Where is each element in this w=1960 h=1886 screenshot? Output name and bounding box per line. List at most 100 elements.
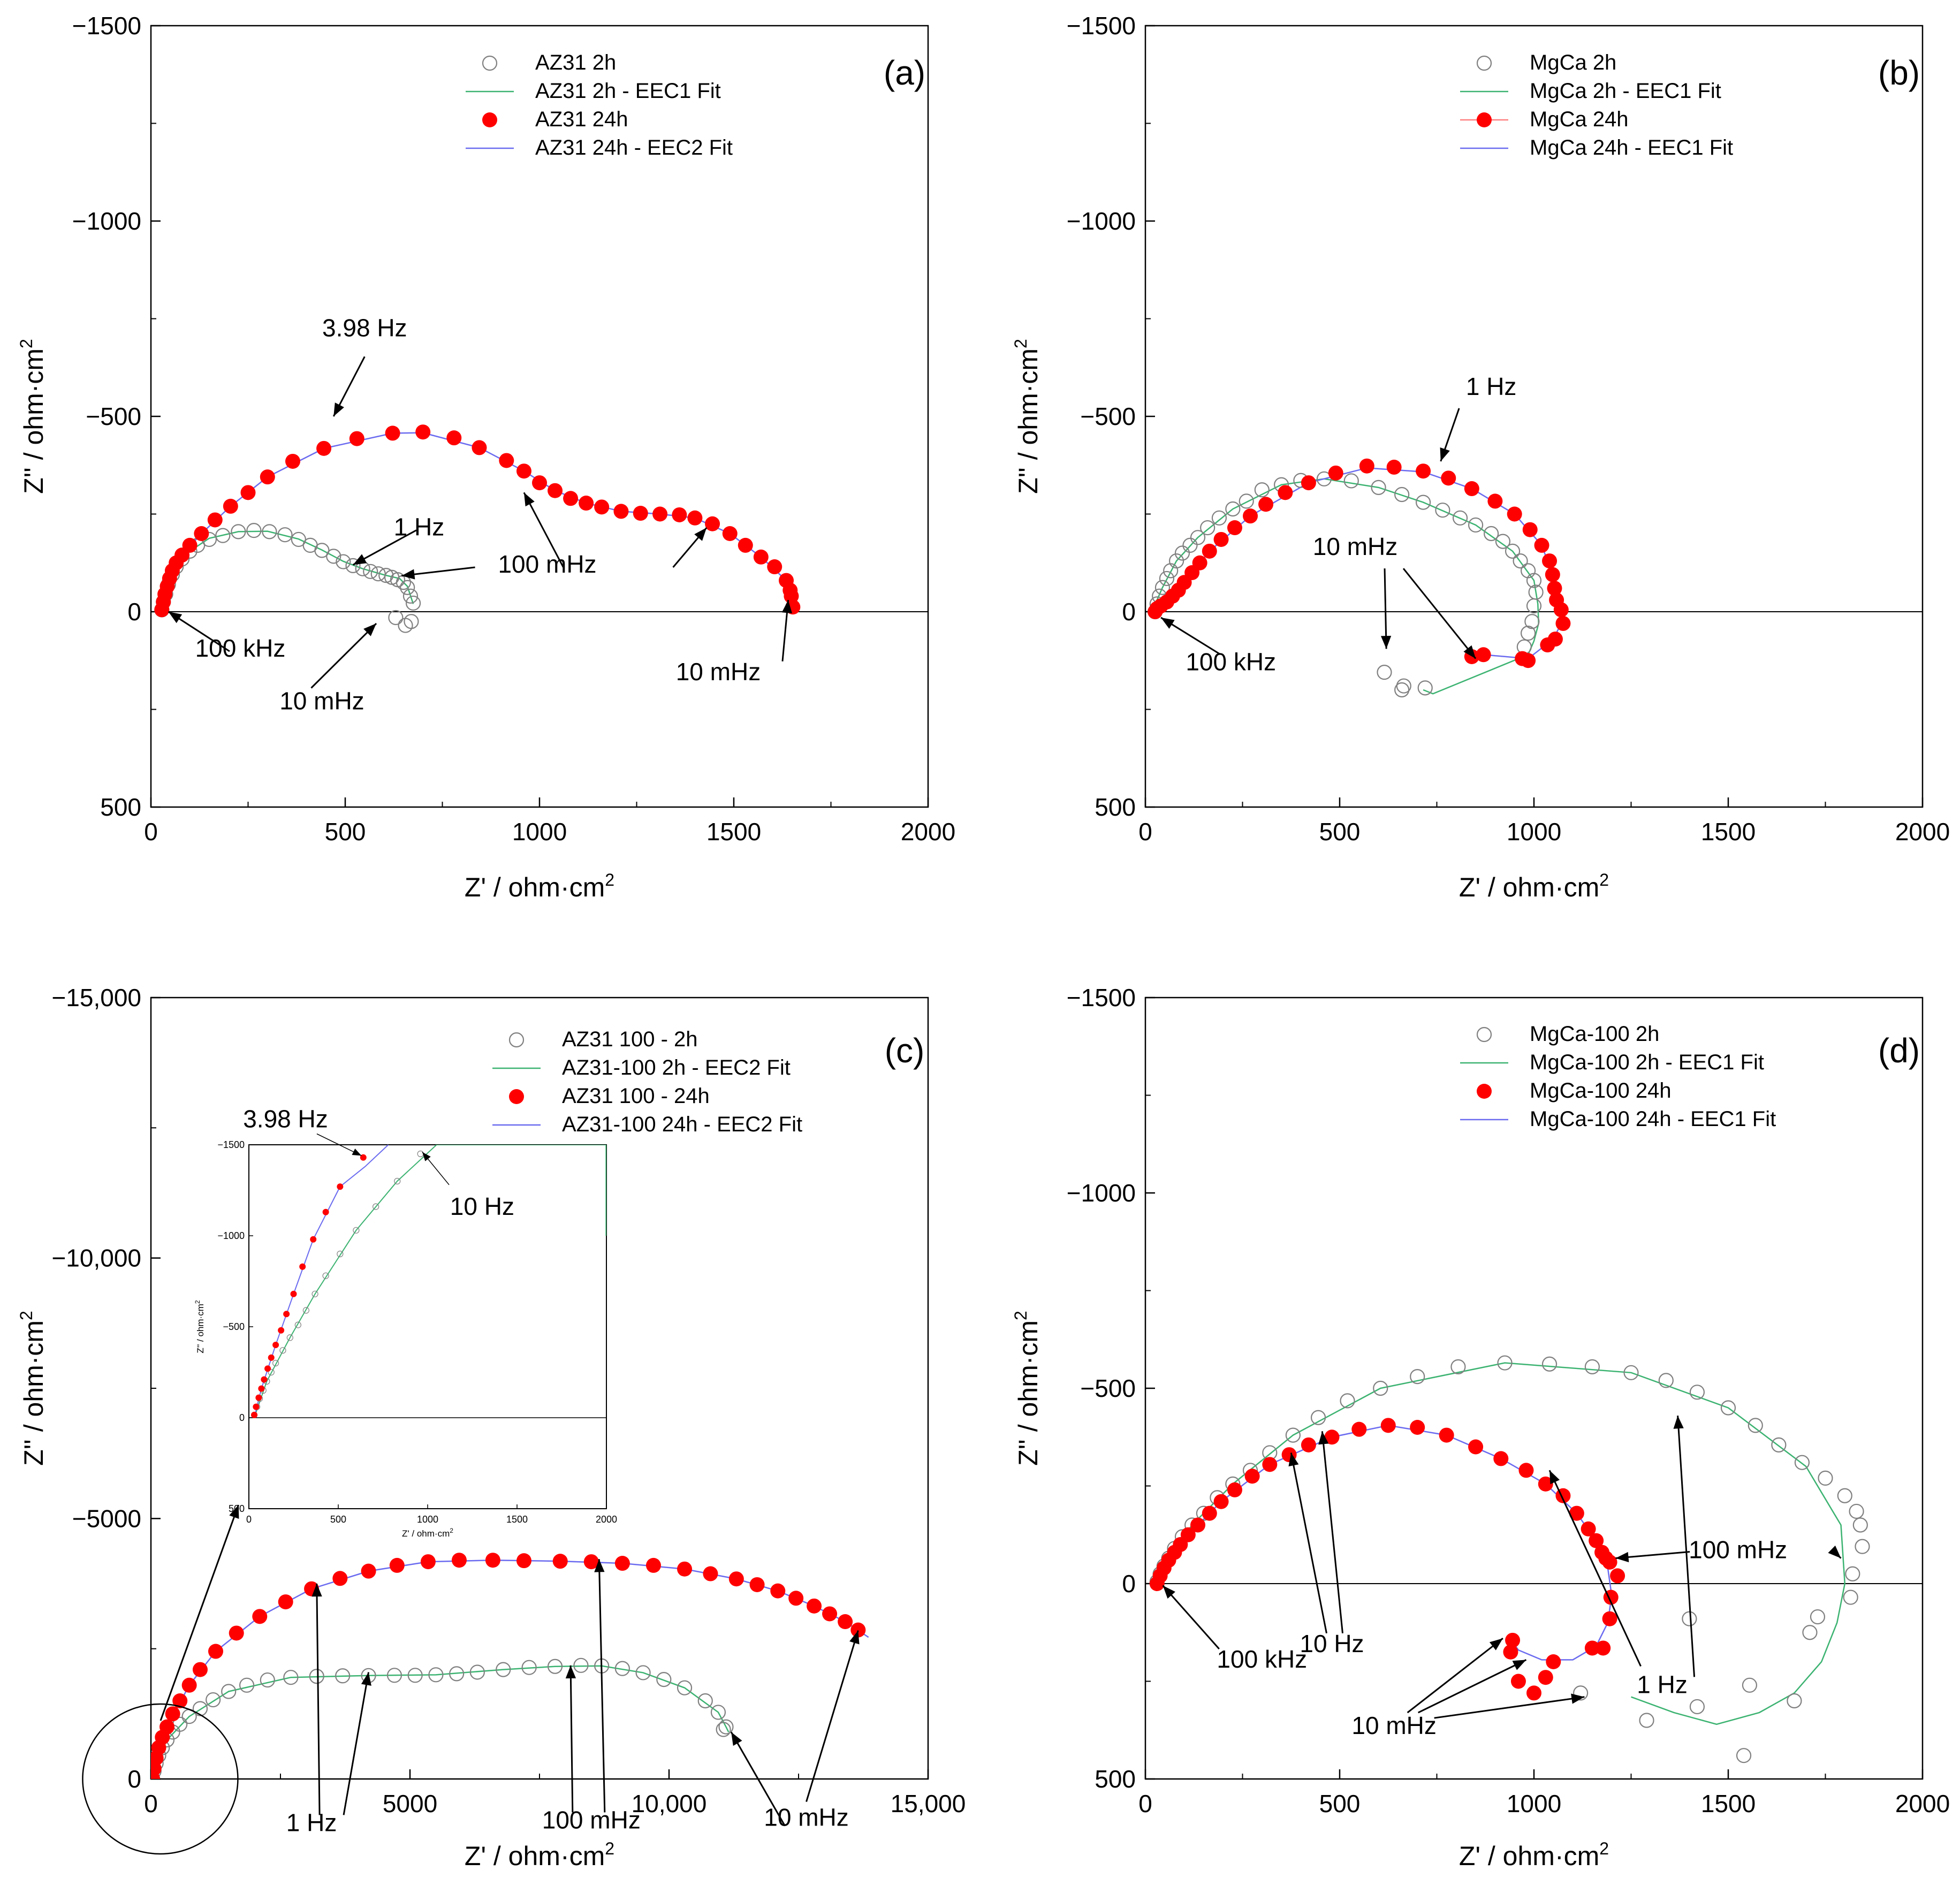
legend: MgCa 2h MgCa 2h - EEC1 Fit MgCa 24h MgCa 24… [1460, 51, 1733, 159]
x-tick-label: 1500 [706, 818, 761, 846]
y-tick-label: −1000 [1067, 1179, 1136, 1207]
data-point-open [1190, 530, 1206, 545]
inset-point-filled [283, 1311, 290, 1318]
annotation-arrow [1673, 1416, 1696, 1677]
inset-annotation-label: 3.98 Hz [243, 1105, 328, 1133]
inset-plot-area [250, 1145, 606, 1418]
annotation-label: 1 Hz [1466, 372, 1517, 400]
data-point-filled [1510, 1674, 1526, 1689]
data-point-filled [446, 430, 462, 446]
data-point-filled [1380, 1418, 1396, 1433]
data-point-open [378, 568, 394, 583]
data-point-open [1452, 510, 1468, 526]
legend-marker-filled [509, 1089, 524, 1104]
data-point-filled [614, 1556, 630, 1571]
data-point-open [262, 524, 277, 539]
data-point-filled [1547, 581, 1562, 596]
data-point-open [1771, 1437, 1787, 1452]
data-point-filled [1596, 1640, 1611, 1656]
data-point-filled [722, 526, 738, 541]
panel-label: (c) [885, 1031, 925, 1070]
data-point-filled [361, 1563, 376, 1579]
annotation-arrow [343, 1672, 371, 1815]
data-point-open [547, 1659, 563, 1674]
annotation-arrow [1417, 1659, 1527, 1714]
data-point-open [1200, 520, 1215, 536]
data-point-filled [472, 440, 487, 455]
y-tick-label: −1500 [1067, 984, 1136, 1012]
y-tick-label: −1500 [72, 12, 141, 40]
data-point-open [449, 1666, 465, 1682]
data-point-open [400, 580, 415, 595]
data-point-filled [1439, 1427, 1454, 1443]
data-point-open [221, 1684, 237, 1699]
plot-area [1149, 1355, 1870, 1763]
data-point-open [1521, 626, 1536, 641]
data-point-filled [1416, 463, 1431, 479]
inset-point-filled [322, 1208, 329, 1215]
data-point-open [1787, 1693, 1802, 1709]
data-point-open [1310, 1410, 1326, 1425]
annotation-arrow [594, 1559, 606, 1813]
legend-label: MgCa-100 24h - EEC1 Fit [1530, 1107, 1776, 1131]
data-point-filled [240, 485, 256, 500]
data-point-open [260, 1672, 275, 1688]
data-point-filled [1301, 1437, 1316, 1452]
annotation-label: 100 kHz [1186, 648, 1276, 676]
annotation-arrow [1318, 1431, 1343, 1633]
data-point-open [573, 1657, 589, 1673]
y-tick-label: 0 [1122, 598, 1136, 626]
inset-point-open [353, 1227, 360, 1234]
legend: MgCa-100 2h MgCa-100 2h - EEC1 Fit MgCa-10… [1460, 1022, 1776, 1131]
data-point-open [1174, 545, 1190, 561]
annotation-arrow [1548, 1470, 1642, 1667]
data-point-filled [753, 549, 769, 565]
data-point-filled [207, 512, 223, 528]
data-point-open [1505, 543, 1521, 559]
data-point-open [1802, 1625, 1818, 1640]
data-point-filled [788, 1591, 804, 1606]
inset-y-tick-label: −500 [223, 1321, 245, 1332]
data-point-open [1526, 573, 1542, 588]
data-point-open [336, 554, 351, 569]
data-point-open [1239, 493, 1254, 509]
data-point-filled [1202, 543, 1217, 559]
data-point-open [192, 1701, 208, 1716]
data-point-filled [252, 1609, 268, 1624]
legend-marker-filled [1477, 1084, 1492, 1099]
data-point-filled [1227, 1482, 1242, 1497]
x-tick-label: 1000 [512, 818, 567, 846]
data-point-open [1639, 1713, 1654, 1728]
data-point-open [1484, 526, 1499, 542]
data-point-filled [1213, 1494, 1229, 1509]
data-point-open [656, 1671, 672, 1687]
x-axis-title: Z' / ohm·cm2 [465, 870, 614, 902]
data-point-filled [1190, 1517, 1206, 1533]
series-line-1 [151, 1665, 730, 1779]
data-point-filled [1505, 1632, 1521, 1648]
data-point-open [1168, 553, 1184, 569]
data-point-filled [516, 1553, 531, 1569]
inset-x-tick-label: 500 [330, 1514, 346, 1525]
data-point-filled [1227, 520, 1242, 536]
inset-x-tick-label: 1000 [417, 1514, 438, 1525]
x-tick-label: 1500 [1701, 818, 1756, 846]
x-tick-label: 1500 [1701, 1790, 1756, 1817]
y-tick-label: 500 [1095, 1765, 1136, 1793]
data-point-filled [159, 1719, 175, 1735]
data-point-filled [1507, 506, 1522, 522]
annotation-label: 1 Hz [394, 513, 445, 541]
data-point-open [215, 528, 231, 543]
data-point-open [1849, 1503, 1864, 1519]
data-point-open [1316, 471, 1332, 486]
data-point-filled [1386, 459, 1402, 475]
data-point-filled [613, 504, 629, 519]
zoom-circle [82, 1703, 239, 1855]
data-point-open [1343, 473, 1359, 489]
y-tick-label: −1500 [1067, 12, 1136, 40]
data-point-filled [652, 506, 668, 522]
chart-panel-c: 0 5000 10,000 15,000−15,000−10,000−50000Z' … [17, 984, 966, 1871]
x-tick-label: 0 [144, 1790, 158, 1817]
x-tick-label: 10,000 [632, 1790, 707, 1817]
